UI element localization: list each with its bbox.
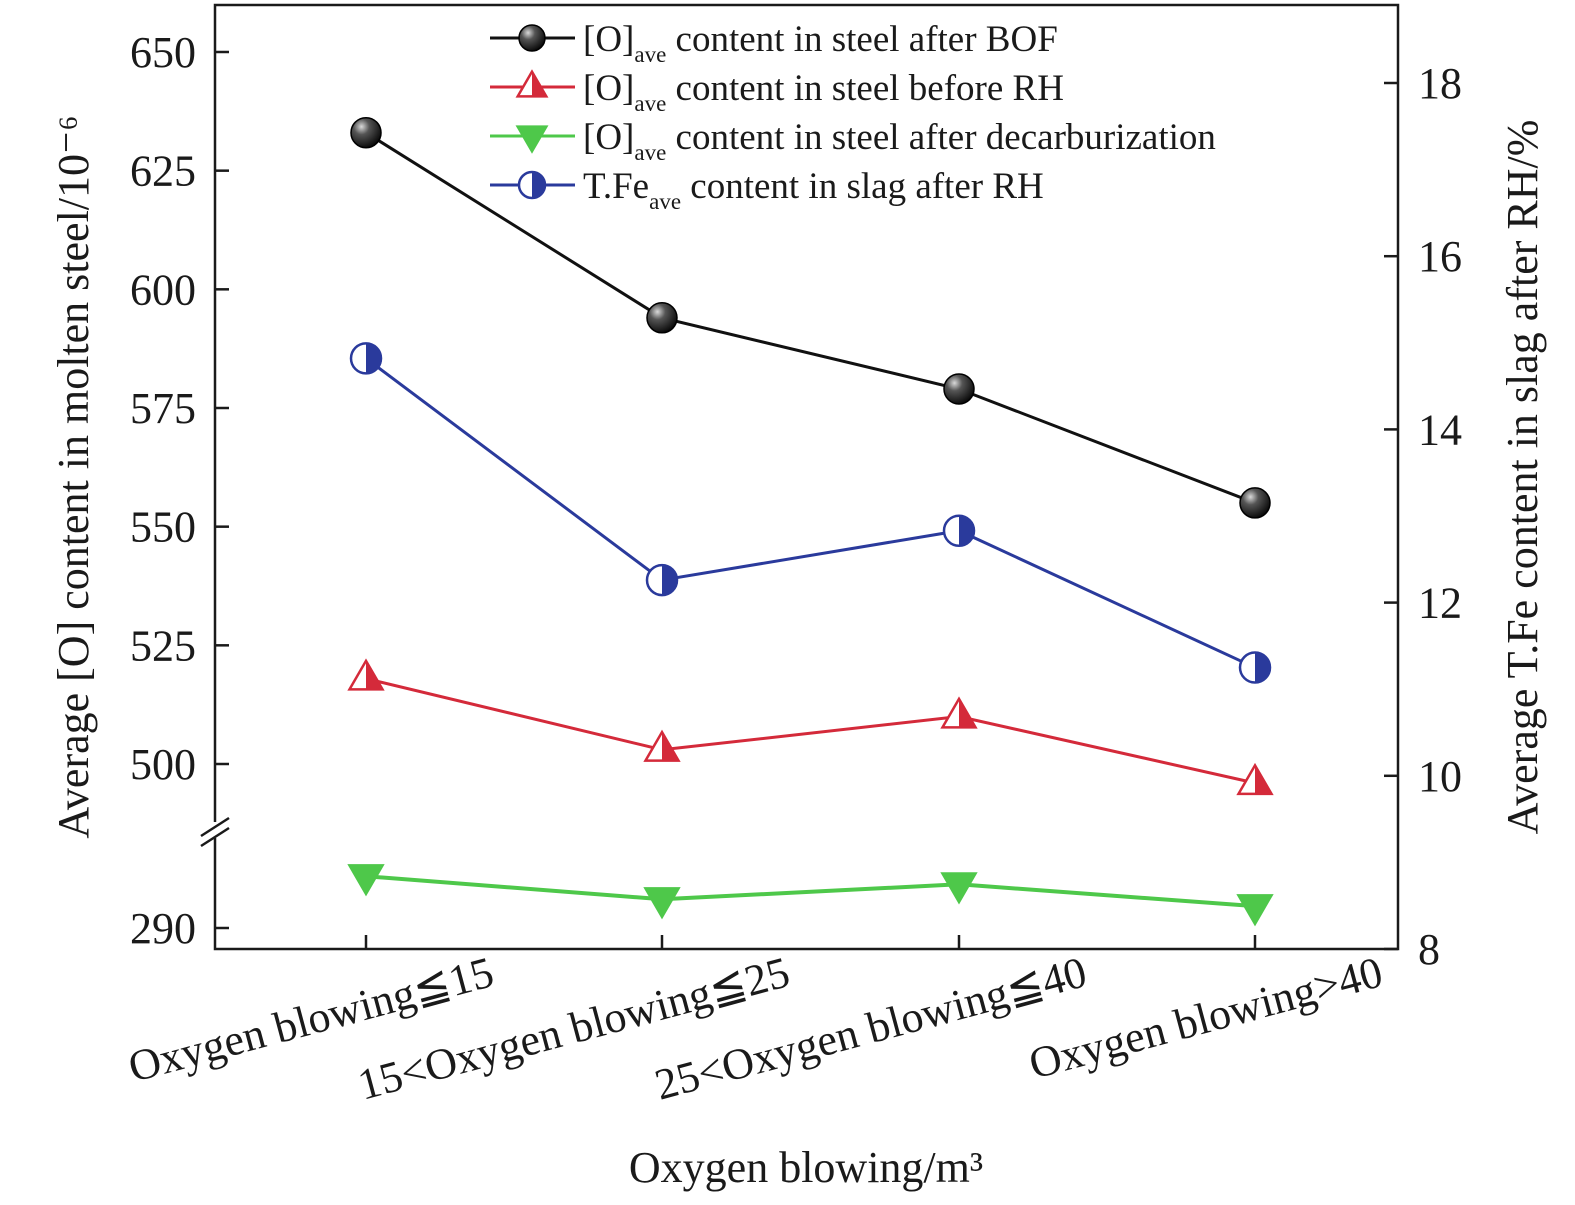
data-point xyxy=(1238,651,1272,684)
data-point xyxy=(943,373,975,405)
series-line xyxy=(365,677,1256,785)
legend-label: T.Feave content in slag after RH xyxy=(583,166,1044,214)
y-left-tick-label: 500 xyxy=(130,740,196,789)
y-left-tick-label: 650 xyxy=(130,28,196,77)
y-left-tick-label: 625 xyxy=(130,147,196,196)
data-point xyxy=(940,696,978,729)
y-right-tick-label: 10 xyxy=(1418,752,1462,801)
legend-item: [O]ave content in steel after BOF xyxy=(490,19,1058,67)
data-point xyxy=(646,302,678,334)
y-right-tick-label: 18 xyxy=(1418,59,1462,108)
x-axis-title: Oxygen blowing/m³ xyxy=(629,1143,983,1192)
legend-item: [O]ave content in steel before RH xyxy=(490,68,1064,116)
y-left-tick-label: 525 xyxy=(130,621,196,670)
data-point xyxy=(645,563,679,597)
y-axis-title-left: Average [O] content in molten steel/10⁻⁶ xyxy=(49,115,98,838)
legend-label: [O]ave content in steel after decarburiz… xyxy=(583,117,1216,165)
data-point xyxy=(347,864,385,897)
series-line xyxy=(365,874,1256,909)
series-line xyxy=(365,131,1256,505)
series-4 xyxy=(349,342,1272,684)
series-layer xyxy=(347,116,1274,927)
data-point xyxy=(643,729,681,762)
y-right-tick-label: 14 xyxy=(1418,405,1462,454)
legend-label: [O]ave content in steel before RH xyxy=(583,68,1064,116)
y-left-tick-label: 600 xyxy=(130,265,196,314)
data-point xyxy=(1236,762,1274,796)
data-point xyxy=(350,116,382,149)
data-point xyxy=(347,658,385,691)
y-right-tick-label: 12 xyxy=(1418,579,1462,628)
legend-label: [O]ave content in steel after BOF xyxy=(583,19,1058,67)
axis-break-mark xyxy=(200,816,230,848)
data-point xyxy=(940,872,978,905)
y-axis-title-right: Average T.Fe content in slag after RH/% xyxy=(1498,120,1547,835)
legend-item: T.Feave content in slag after RH xyxy=(490,166,1044,214)
series-2 xyxy=(347,658,1274,796)
data-point xyxy=(942,514,976,547)
y-left-tick-label: 575 xyxy=(130,384,196,433)
legend-item: [O]ave content in steel after decarburiz… xyxy=(490,117,1216,165)
series-1 xyxy=(350,116,1271,519)
plot-frame xyxy=(213,3,1400,951)
legend: [O]ave content in steel after BOF[O]ave … xyxy=(490,19,1216,214)
series-3 xyxy=(347,864,1274,927)
data-point xyxy=(643,887,681,920)
series-line xyxy=(365,357,1256,669)
data-point xyxy=(349,342,383,375)
y-left-tick-label: 290 xyxy=(130,904,196,953)
y-right-tick-label: 16 xyxy=(1418,232,1462,281)
y-right-tick-label: 8 xyxy=(1418,925,1440,974)
data-point xyxy=(1236,894,1274,927)
y-left-tick-label: 550 xyxy=(130,503,196,552)
data-point xyxy=(1239,487,1271,519)
